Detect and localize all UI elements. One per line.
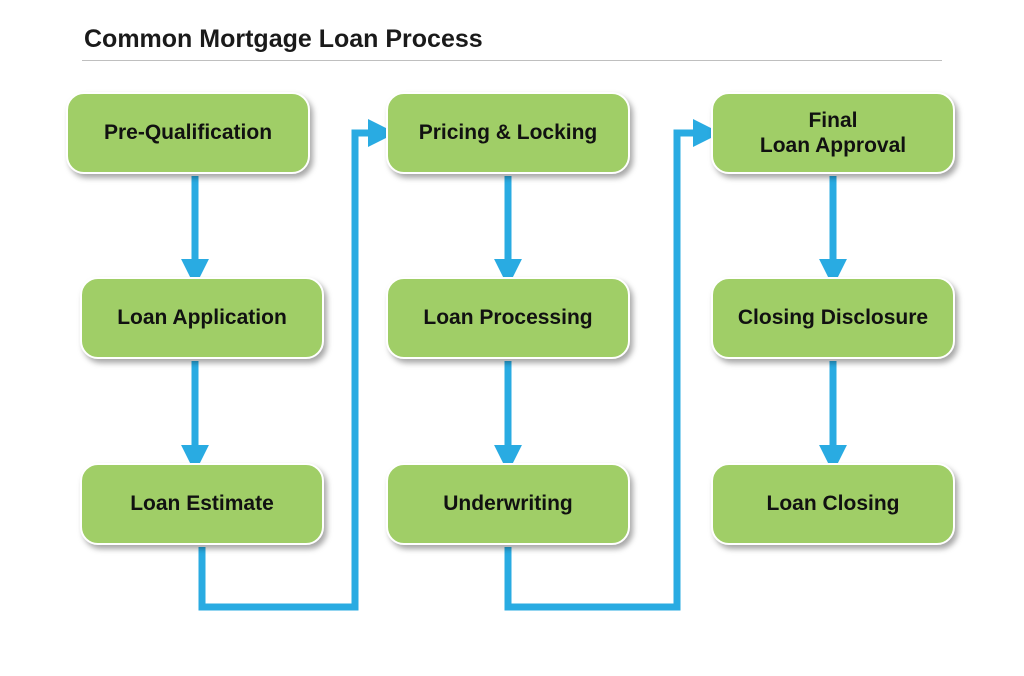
node-closing-disclosure: Closing Disclosure <box>711 277 955 359</box>
title-divider <box>82 60 942 61</box>
node-label: Underwriting <box>443 491 573 516</box>
node-loan-processing: Loan Processing <box>386 277 630 359</box>
diagram-title: Common Mortgage Loan Process <box>84 25 483 54</box>
node-label: Loan Processing <box>423 305 592 330</box>
node-label: Loan Closing <box>767 491 900 516</box>
node-loan-application: Loan Application <box>80 277 324 359</box>
node-label: Closing Disclosure <box>738 305 928 330</box>
node-loan-estimate: Loan Estimate <box>80 463 324 545</box>
node-label: FinalLoan Approval <box>760 108 906 158</box>
node-label: Loan Estimate <box>130 491 274 516</box>
flowchart-canvas: Common Mortgage Loan Process Pre-Qualifi… <box>0 0 1024 676</box>
node-loan-closing: Loan Closing <box>711 463 955 545</box>
node-underwriting: Underwriting <box>386 463 630 545</box>
node-label: Pricing & Locking <box>419 120 598 145</box>
node-label: Pre-Qualification <box>104 120 272 145</box>
node-label: Loan Application <box>117 305 287 330</box>
node-final-loan-approval: FinalLoan Approval <box>711 92 955 174</box>
node-pricing-locking: Pricing & Locking <box>386 92 630 174</box>
node-pre-qualification: Pre-Qualification <box>66 92 310 174</box>
